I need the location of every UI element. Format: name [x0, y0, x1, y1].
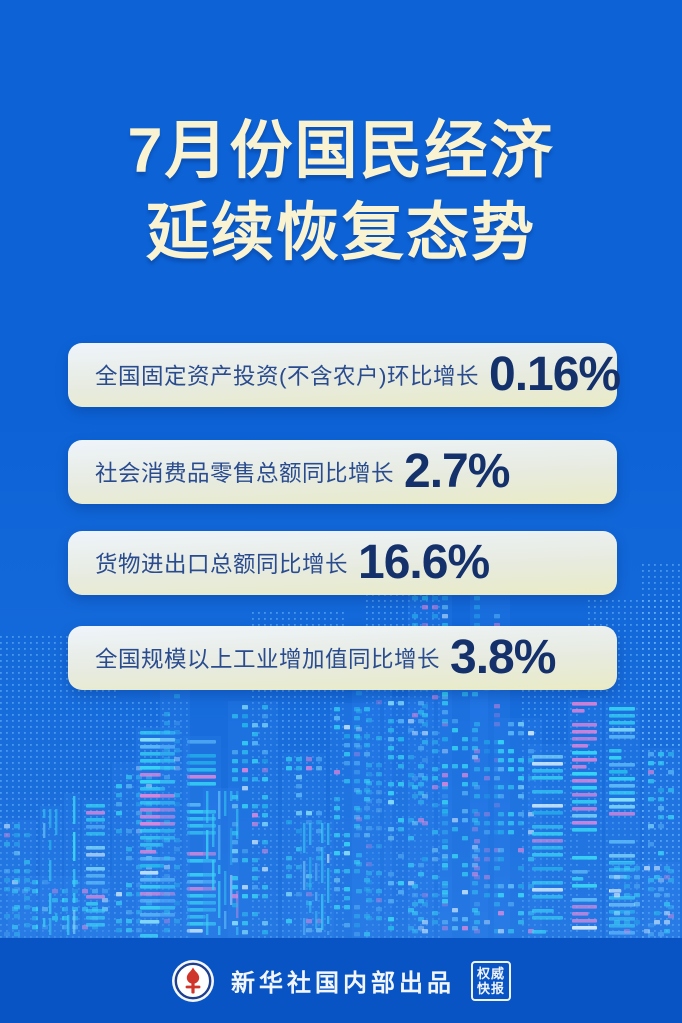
- headline-title: 7月份国民经济 延续恢复态势: [0, 110, 682, 274]
- stat-value: 3.8%: [450, 631, 556, 684]
- stat-label: 货物进出口总额同比增长: [95, 552, 349, 577]
- stat-card-retail-sales: 社会消费品零售总额同比增长 2.7%: [68, 440, 617, 504]
- stat-value: 2.7%: [404, 445, 510, 498]
- stat-label: 社会消费品零售总额同比增长: [95, 461, 395, 486]
- stat-value: 16.6%: [358, 536, 490, 589]
- footer-bar: 新华社国内部出品 权威 快报: [0, 938, 682, 1023]
- publisher-text: 新华社国内部出品: [231, 970, 455, 997]
- stamp-line-1: 权威: [476, 965, 505, 981]
- stat-label: 全国规模以上工业增加值同比增长: [95, 647, 441, 672]
- stat-card-imports-exports: 货物进出口总额同比增长 16.6%: [68, 531, 617, 595]
- stat-card-fixed-asset-investment: 全国固定资产投资(不含农户)环比增长 0.16%: [68, 343, 621, 407]
- authority-stamp-badge: 权威 快报: [471, 960, 511, 1001]
- stat-value: 0.16%: [489, 348, 621, 401]
- stat-label: 全国固定资产投资(不含农户)环比增长: [95, 364, 479, 389]
- xinhua-emblem-icon: [172, 959, 214, 1002]
- stamp-line-2: 快报: [476, 980, 505, 996]
- headline-line-1: 7月份国民经济: [127, 116, 555, 186]
- headline-line-2: 延续恢复态势: [146, 198, 536, 268]
- stat-card-industrial-output: 全国规模以上工业增加值同比增长 3.8%: [68, 626, 617, 690]
